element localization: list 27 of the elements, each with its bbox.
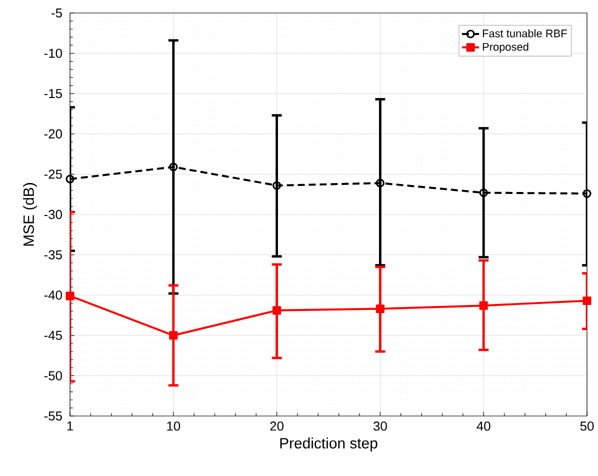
point — [272, 306, 282, 315]
x-tick-label: 50 — [580, 422, 594, 431]
y-tick-label: -45 — [44, 330, 62, 340]
y-tick-label: -55 — [44, 411, 62, 421]
legend-label: Fast tunable RBF — [482, 29, 567, 38]
x-tick-label: 40 — [476, 422, 490, 431]
point — [582, 296, 592, 306]
y-tick-label: -25 — [44, 170, 62, 179]
y-tick-label: -20 — [44, 129, 62, 138]
y-tick-label: -40 — [44, 290, 62, 300]
y-tick-label: -5 — [52, 8, 62, 18]
point — [169, 331, 178, 340]
legend-label: Proposed — [482, 42, 528, 53]
y-tick-label: -30 — [44, 210, 62, 220]
y-tick-label: -10 — [44, 48, 62, 58]
x-tick-label: 20 — [270, 422, 284, 431]
y-tick-label: -35 — [44, 250, 62, 260]
point — [376, 304, 384, 314]
y-tick-label: -50 — [44, 371, 62, 380]
point — [479, 301, 488, 310]
x-tick-label: 10 — [167, 422, 180, 431]
point — [66, 292, 74, 300]
y-tick-label: -15 — [44, 89, 62, 98]
y-axis-title: MSE (dB) — [23, 183, 37, 246]
x-tick-label: 30 — [374, 422, 387, 431]
x-tick-label: 1 — [67, 422, 73, 430]
x-axis-title: Prediction step — [280, 438, 378, 452]
